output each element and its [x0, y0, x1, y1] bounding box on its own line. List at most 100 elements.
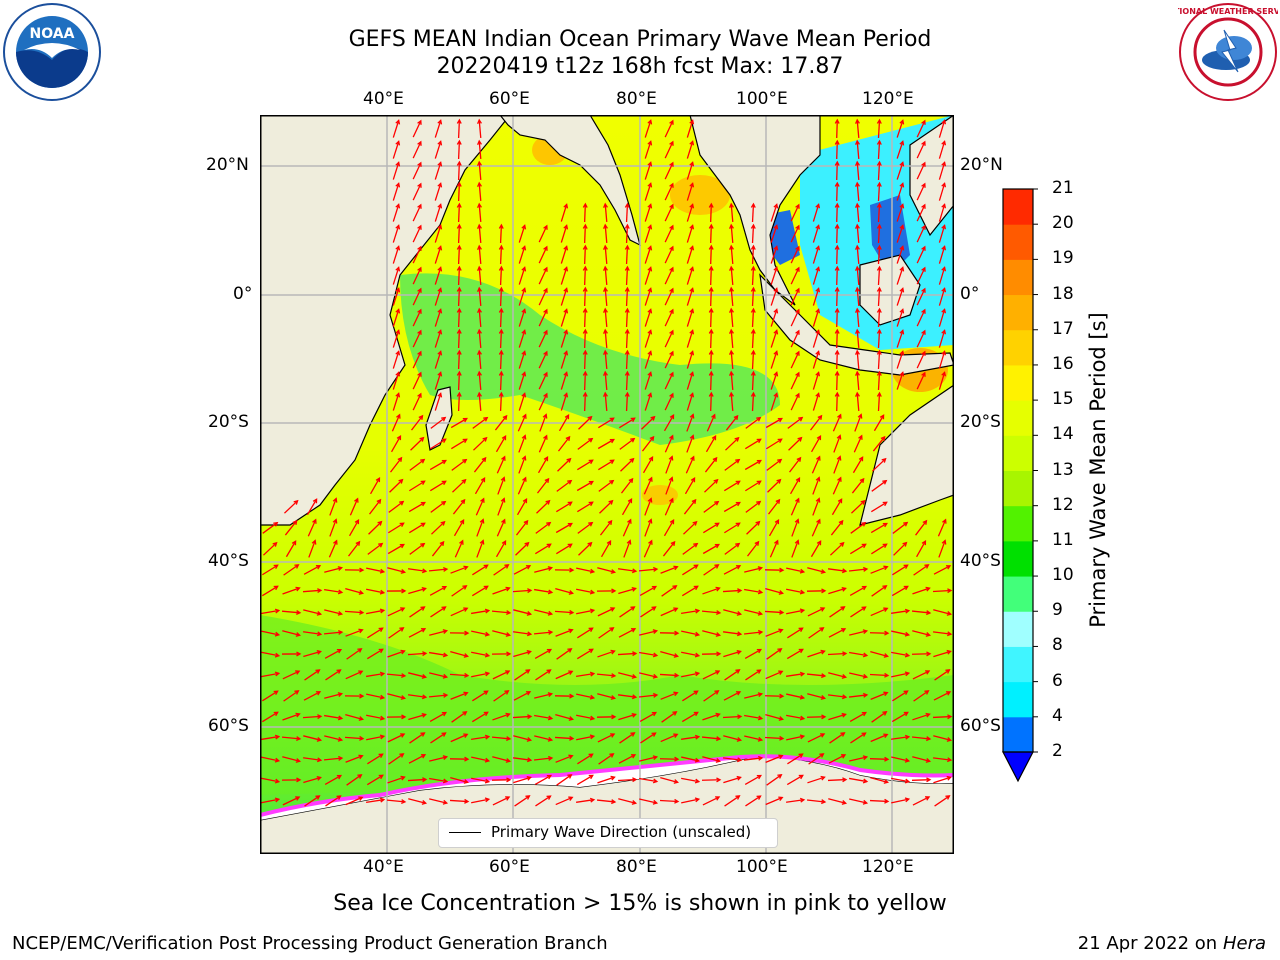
wave-arrow-head	[422, 651, 428, 657]
wave-arrow-head	[653, 566, 659, 572]
wave-arrow	[870, 777, 888, 783]
wave-arrow	[538, 372, 548, 390]
wave-arrow	[770, 393, 778, 411]
wave-arrow-head	[547, 610, 554, 616]
wave-arrow	[560, 372, 568, 390]
wave-arrow	[346, 774, 362, 786]
wave-arrow	[604, 287, 608, 307]
wave-arrow	[836, 119, 838, 139]
wave-arrow	[434, 330, 442, 348]
wave-arrow	[849, 543, 867, 555]
wave-arrow-head	[815, 476, 821, 482]
wave-arrow	[497, 498, 505, 516]
wave-arrow	[366, 693, 384, 699]
wave-arrow-head	[756, 480, 762, 486]
wave-arrow-head	[336, 774, 343, 780]
wave-arrow	[686, 120, 694, 138]
wave-arrow	[386, 799, 406, 803]
wave-arrow	[392, 372, 400, 390]
wave-arrow-head	[904, 778, 911, 784]
wave-arrow-head	[883, 653, 890, 658]
wave-arrow-head	[378, 648, 384, 654]
wave-arrow-head	[689, 182, 695, 188]
wave-arrow-head	[858, 456, 864, 462]
lon-label-top: 120°E	[862, 89, 914, 109]
wave-arrow	[702, 796, 720, 806]
wave-arrow-head	[904, 671, 911, 677]
wave-arrow	[664, 183, 674, 201]
wave-arrow	[682, 564, 698, 576]
wave-arrow-head	[400, 695, 407, 700]
wave-arrow-head	[899, 245, 905, 251]
wave-arrow-head	[773, 329, 779, 335]
wave-arrow-head	[442, 629, 449, 634]
wave-arrow	[644, 288, 652, 306]
wave-arrow-head	[463, 691, 469, 697]
wave-arrow-head	[669, 245, 674, 251]
wave-arrow-head	[899, 203, 905, 209]
wave-arrow-head	[543, 245, 548, 251]
wave-arrow-head	[603, 349, 608, 355]
wave-arrow-head	[750, 223, 756, 229]
wave-arrow	[392, 288, 400, 306]
wave-arrow	[262, 564, 278, 576]
wave-arrow-head	[568, 716, 575, 721]
wave-arrow-head	[274, 797, 281, 803]
wave-arrow-head	[774, 539, 779, 545]
wave-arrow-head	[694, 757, 701, 763]
wave-arrow-head	[729, 370, 734, 376]
wave-arrow	[409, 543, 425, 555]
wave-arrow	[916, 267, 926, 285]
wave-arrow-head	[755, 520, 761, 526]
wave-arrow-head	[610, 695, 617, 700]
wave-arrow	[938, 288, 946, 306]
wave-arrow	[705, 435, 717, 453]
wave-arrow	[409, 606, 425, 618]
wave-arrow-head	[876, 223, 882, 229]
wave-arrow	[471, 609, 489, 615]
wave-arrow	[916, 372, 926, 390]
wave-arrow	[877, 308, 881, 328]
wave-arrow-head	[337, 715, 344, 721]
wave-arrow-head	[631, 800, 638, 805]
wave-arrow	[710, 224, 712, 244]
wave-arrow	[457, 245, 461, 265]
wave-arrow	[744, 693, 762, 699]
wave-arrow	[555, 755, 573, 763]
wave-arrow	[938, 351, 946, 369]
wave-arrow-head	[479, 518, 485, 524]
wave-arrow	[786, 673, 804, 677]
wave-arrow-head	[400, 775, 406, 781]
wave-arrow-head	[924, 690, 930, 695]
wave-arrow-head	[477, 244, 482, 250]
wave-arrow-head	[379, 568, 386, 574]
wave-arrow	[261, 651, 279, 657]
wave-arrow	[871, 585, 887, 597]
wave-arrow	[392, 330, 400, 348]
wave-arrow-head	[316, 610, 323, 616]
wave-arrow-head	[631, 712, 637, 718]
wave-arrow	[891, 630, 909, 636]
wave-arrow-head	[773, 203, 779, 209]
wave-arrow	[262, 542, 278, 556]
wave-arrow-head	[689, 140, 695, 146]
wave-arrow-head	[417, 140, 422, 146]
wave-arrow	[282, 713, 300, 721]
wave-arrow-head	[777, 417, 783, 423]
wave-arrow	[429, 798, 447, 804]
wave-arrow-head	[795, 392, 800, 398]
wave-arrow	[896, 372, 904, 390]
wave-arrow-head	[876, 286, 882, 292]
wave-arrow-head	[546, 669, 552, 674]
wave-arrow-head	[569, 693, 575, 699]
wave-arrow-head	[589, 734, 596, 740]
wave-arrow	[664, 246, 674, 264]
wave-arrow-head	[778, 670, 784, 675]
wave-arrow	[833, 435, 841, 453]
wave-arrow	[828, 587, 846, 595]
wave-arrow-head	[750, 391, 756, 397]
wave-arrow-head	[477, 139, 482, 145]
wave-arrow-head	[631, 674, 638, 679]
wave-arrow-head	[543, 456, 549, 462]
wave-arrow	[576, 567, 594, 573]
